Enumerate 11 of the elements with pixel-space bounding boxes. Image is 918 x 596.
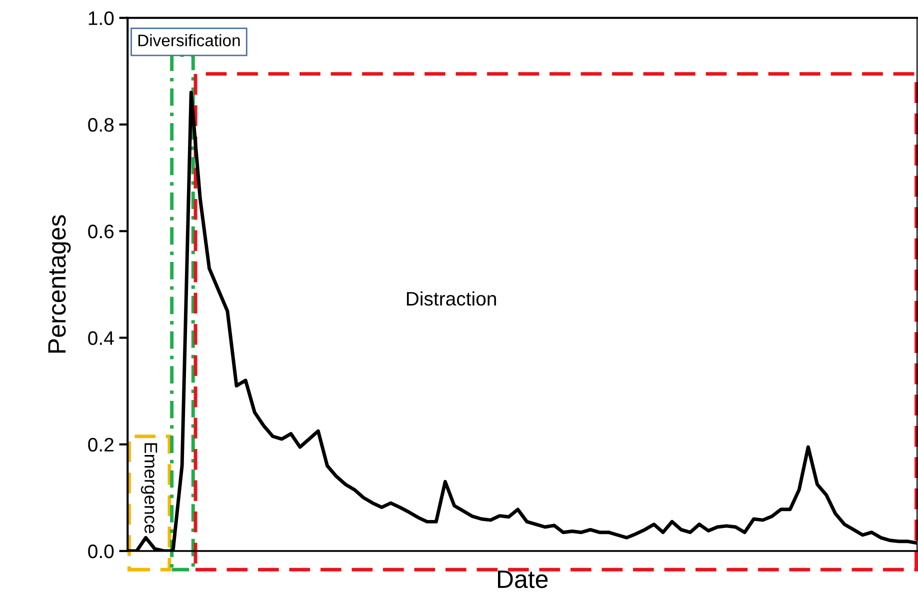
y-tick-label: 0.0 (88, 544, 114, 558)
y-tick-label: 0.2 (88, 438, 114, 452)
annotation: Emergence (140, 443, 158, 534)
y-tick-label: 1.0 (88, 11, 114, 26)
y-tick-label: 0.6 (88, 224, 114, 238)
y-tick-label: 0.4 (88, 331, 114, 345)
x-axis-title: Date (498, 570, 548, 588)
annotation: Distraction (406, 291, 496, 306)
y-tick-label: 0.8 (88, 118, 114, 132)
annotation: Diversification (138, 34, 240, 46)
y-axis-title: Percentages (48, 215, 71, 353)
